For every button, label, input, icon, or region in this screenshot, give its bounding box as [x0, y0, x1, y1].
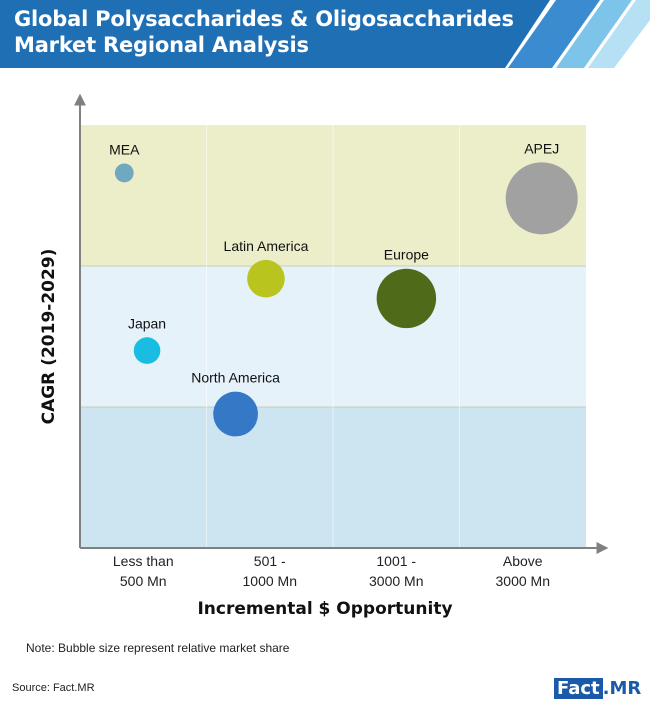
bubble-label: Europe [384, 247, 429, 263]
x-tick-label-line: 3000 Mn [369, 573, 423, 589]
header-stripe [508, 0, 600, 68]
header-band [0, 0, 550, 68]
factmr-logo: Fact .MR [548, 677, 647, 700]
x-tick-label-line: 1001 - [376, 553, 416, 569]
x-tick-label-line: 501 - [254, 553, 286, 569]
source-label: Source: Fact.MR [12, 682, 95, 694]
bubble-north-america [213, 391, 258, 437]
title-line-2: Market Regional Analysis [14, 33, 309, 57]
title-line-1: Global Polysaccharides & Oligosaccharide… [14, 7, 514, 31]
bubble-latin-america [247, 259, 285, 298]
logo-dot: . [602, 678, 610, 699]
bubble-label: APEJ [524, 140, 559, 156]
header-stripe [588, 0, 650, 68]
bubble-label: North America [191, 370, 280, 386]
x-tick-label-line: 1000 Mn [243, 573, 297, 589]
y-axis-title: CAGR (2019-2029) [39, 249, 59, 425]
x-tick-label-line: 500 Mn [120, 573, 167, 589]
bubble-label: Japan [128, 315, 166, 331]
bubble-mea [114, 163, 134, 183]
x-tick-label: Above 3000 Mn [496, 553, 550, 589]
x-tick-label: Less than 500 Mn [113, 553, 174, 589]
bubble-japan [133, 337, 161, 364]
header-stripe [556, 0, 632, 68]
bubble-label: MEA [109, 142, 140, 158]
bubble-apej [505, 162, 578, 235]
bubble-label: Latin America [224, 238, 309, 254]
logo-part-2: MR [609, 678, 642, 699]
chart-note: Note: Bubble size represent relative mar… [26, 641, 290, 655]
bubble-chart: Less than 500 Mn 501 - 1000 Mn 1001 - 3000 Mn… [39, 93, 609, 619]
header-banner: Global Polysaccharides & Oligosaccharide… [0, 0, 650, 68]
x-tick-label: 1001 - 3000 Mn [369, 553, 423, 589]
x-tick-label: 501 - 1000 Mn [243, 553, 297, 589]
logo-part-1: Fact [554, 678, 603, 699]
x-tick-label-line: 3000 Mn [496, 573, 550, 589]
header-background [0, 0, 650, 68]
x-tick-label-line: Above [503, 553, 543, 569]
x-axis-title: Incremental $ Opportunity [197, 599, 452, 619]
x-tick-label-line: Less than [113, 553, 174, 569]
bubble-europe [376, 268, 437, 329]
page-title: Global Polysaccharides & Oligosaccharide… [14, 6, 514, 58]
